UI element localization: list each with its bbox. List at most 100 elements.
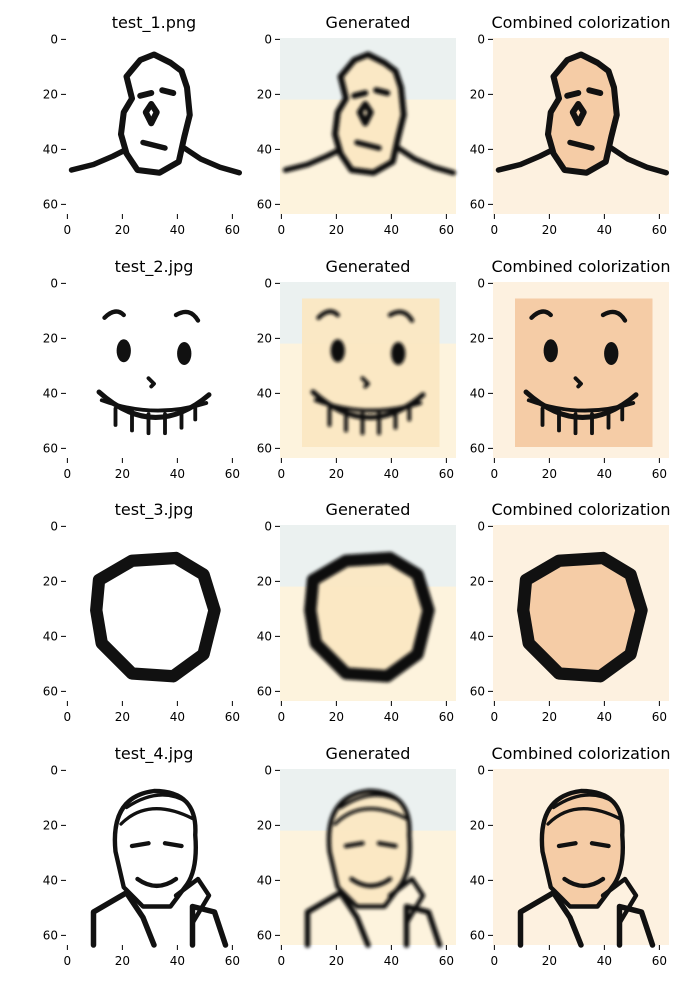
panel-combined [493,282,669,458]
eye [604,341,619,366]
stroke [354,139,382,151]
panel-background [66,38,242,214]
y-tick-label: 0 [264,32,272,46]
line-art [517,551,648,683]
panel-title: test_3.jpg [115,500,194,520]
y-tick-label: 20 [470,818,485,832]
y-tick-label: 60 [470,928,485,942]
panel-title: Generated [326,500,411,519]
color-fill [523,558,642,677]
x-tick-label: 20 [329,954,344,968]
eye [330,339,345,363]
stroke [119,793,195,826]
panel-title: test_1.png [112,13,196,33]
eye [177,341,192,366]
y-tick-label: 20 [43,87,58,101]
y-tick-label: 40 [257,873,272,887]
y-tick-label: 60 [257,684,272,698]
x-tick-label: 0 [491,223,499,237]
stroke [68,148,127,173]
panel-generated [280,525,456,701]
x-tick-label: 0 [64,710,72,724]
stroke [564,87,604,99]
eye [391,341,406,366]
x-tick-label: 20 [115,467,130,481]
y-tick-label: 0 [264,519,272,533]
stroke [181,145,242,176]
stroke [90,890,229,948]
stroke [569,100,587,127]
y-tick-label: 20 [257,818,272,832]
stroke [343,841,398,849]
x-tick-label: 40 [170,710,185,724]
stroke [526,398,636,436]
panel-title: test_4.jpg [115,744,194,764]
stroke [539,788,625,909]
stroke [356,100,374,127]
x-tick-label: 20 [115,223,130,237]
line-art [282,51,456,176]
x-tick-label: 0 [491,954,499,968]
x-tick-label: 60 [225,954,240,968]
y-tick-label: 20 [43,331,58,345]
panel-combined [493,525,669,701]
stroke [546,793,622,826]
y-tick-label: 60 [43,928,58,942]
y-tick-label: 60 [470,684,485,698]
y-tick-label: 60 [257,197,272,211]
color-fill [302,298,440,447]
stroke [102,309,126,320]
stroke [544,51,620,176]
x-tick-label: 20 [115,954,130,968]
x-tick-label: 0 [64,467,72,481]
x-tick-label: 20 [329,710,344,724]
x-tick-label: 0 [491,710,499,724]
panel-generated [280,769,456,948]
line-art [310,309,426,436]
panel-generated [280,282,456,458]
panel-combined [493,769,669,948]
stroke [135,876,179,889]
y-tick-label: 40 [43,873,58,887]
x-tick-label: 40 [597,223,612,237]
x-tick-label: 0 [278,710,286,724]
x-tick-label: 60 [439,223,454,237]
line-art [90,788,229,948]
y-tick-label: 60 [470,197,485,211]
x-tick-label: 40 [384,467,399,481]
line-art [304,551,435,683]
eye [116,339,131,363]
y-tick-label: 40 [470,142,485,156]
stroke [117,51,193,176]
stroke [495,148,554,173]
panel-title: Combined colorization [491,257,670,276]
y-tick-label: 60 [43,197,58,211]
y-tick-label: 60 [257,441,272,455]
y-tick-label: 60 [43,684,58,698]
y-tick-label: 20 [470,574,485,588]
x-tick-label: 40 [597,710,612,724]
panel-title: Generated [326,744,411,763]
stroke [562,876,606,889]
stroke [556,841,611,849]
color-fill [515,298,653,447]
y-tick-label: 40 [470,873,485,887]
stroke [600,309,628,323]
panel-background [66,282,242,458]
x-tick-label: 0 [278,954,286,968]
x-tick-label: 20 [542,467,557,481]
panel-original [66,38,242,214]
stroke [282,148,341,173]
y-tick-label: 0 [477,276,485,290]
eye [543,339,558,363]
stroke [333,793,409,826]
panel-title: Generated [326,13,411,32]
x-tick-label: 20 [115,710,130,724]
stroke [112,788,198,909]
x-tick-label: 0 [491,467,499,481]
x-tick-label: 20 [329,467,344,481]
x-tick-label: 40 [384,710,399,724]
x-tick-label: 0 [64,223,72,237]
x-tick-label: 0 [64,954,72,968]
